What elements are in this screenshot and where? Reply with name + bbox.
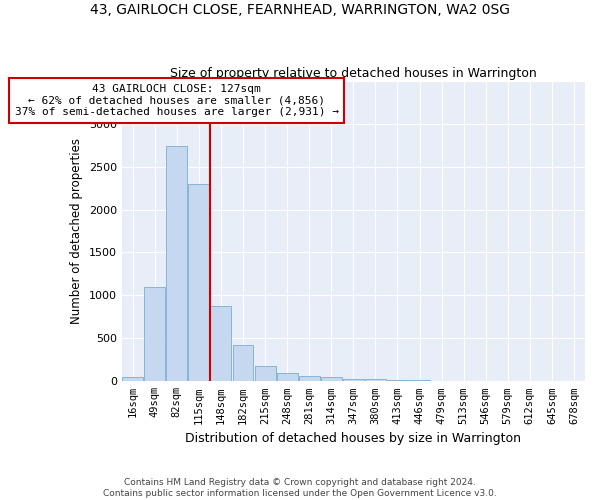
Title: Size of property relative to detached houses in Warrington: Size of property relative to detached ho… [170,66,536,80]
X-axis label: Distribution of detached houses by size in Warrington: Distribution of detached houses by size … [185,432,521,445]
Bar [387,380,408,382]
Text: 43 GAIRLOCH CLOSE: 127sqm
← 62% of detached houses are smaller (4,856)
37% of se: 43 GAIRLOCH CLOSE: 127sqm ← 62% of detac… [15,84,339,117]
Bar [233,345,253,382]
Bar [254,366,275,382]
Bar [365,379,386,382]
Bar [321,378,342,382]
Bar [277,373,298,382]
Bar [144,287,165,382]
Bar [211,306,232,382]
Y-axis label: Number of detached properties: Number of detached properties [70,138,83,324]
Text: Contains HM Land Registry data © Crown copyright and database right 2024.
Contai: Contains HM Land Registry data © Crown c… [103,478,497,498]
Bar [299,376,320,382]
Bar [409,380,430,382]
Bar [122,377,143,382]
Bar [166,146,187,382]
Text: 43, GAIRLOCH CLOSE, FEARNHEAD, WARRINGTON, WA2 0SG: 43, GAIRLOCH CLOSE, FEARNHEAD, WARRINGTO… [90,2,510,16]
Bar [343,378,364,382]
Bar [188,184,209,382]
